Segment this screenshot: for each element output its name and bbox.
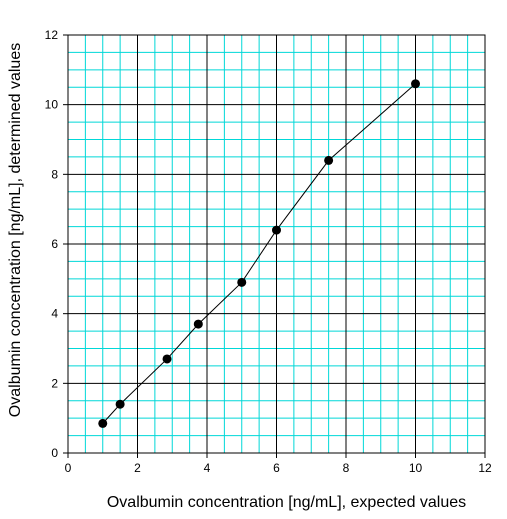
x-tick-labels: 0 2 4 6 8 10 12 bbox=[65, 453, 492, 475]
x-tick-label: 12 bbox=[478, 461, 492, 475]
y-tick-label: 10 bbox=[45, 98, 59, 112]
y-tick-label: 6 bbox=[51, 237, 58, 251]
data-point bbox=[411, 79, 420, 89]
y-tick-label: 8 bbox=[51, 167, 58, 181]
x-axis-title: Ovalbumin concentration [ng/mL], expecte… bbox=[107, 494, 466, 511]
x-tick-label: 0 bbox=[65, 461, 72, 475]
data-points bbox=[98, 79, 420, 428]
series-line bbox=[102, 83, 416, 424]
y-tick-label: 12 bbox=[45, 28, 59, 42]
x-tick-label: 10 bbox=[409, 461, 423, 475]
y-tick-label: 0 bbox=[51, 446, 58, 460]
data-point bbox=[162, 354, 172, 364]
y-axis-title: Ovalbumin concentration [ng/mL], determi… bbox=[7, 43, 24, 417]
x-tick-label: 8 bbox=[343, 461, 350, 475]
data-point bbox=[272, 225, 281, 235]
y-tick-label: 4 bbox=[51, 307, 58, 321]
x-tick-label: 2 bbox=[134, 461, 141, 475]
y-tick-labels: 0 2 4 6 8 10 12 bbox=[45, 28, 68, 460]
data-point bbox=[324, 155, 334, 165]
data-point bbox=[98, 418, 108, 428]
major-grid bbox=[68, 35, 485, 453]
x-tick-label: 4 bbox=[204, 461, 211, 475]
x-tick-label: 6 bbox=[273, 461, 280, 475]
data-point bbox=[193, 319, 203, 329]
y-tick-label: 2 bbox=[51, 376, 58, 390]
data-point bbox=[237, 277, 247, 287]
data-point bbox=[115, 399, 125, 409]
